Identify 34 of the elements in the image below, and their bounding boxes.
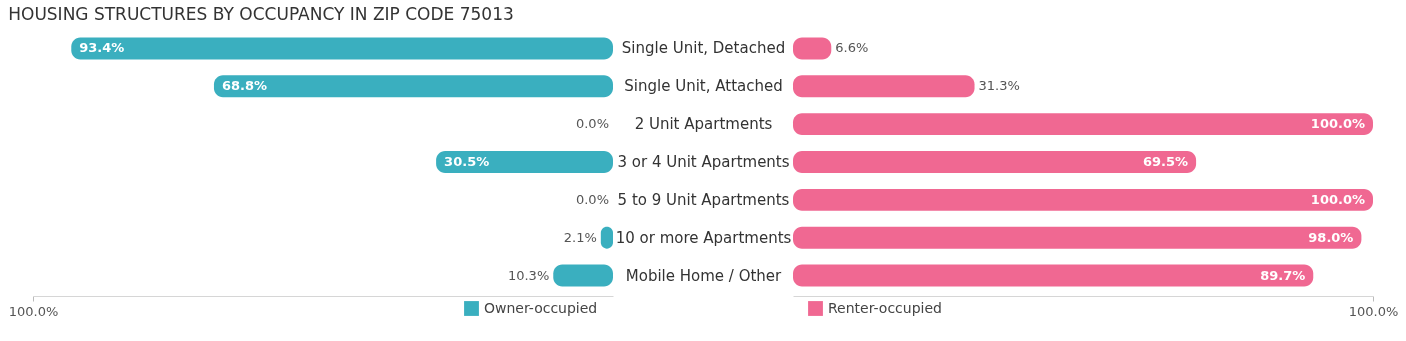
y-tick-label: Mobile Home / Other — [625, 266, 783, 285]
y-tick-label: Single Unit, Attached — [624, 77, 783, 96]
data-label: 100.0% — [1310, 191, 1365, 207]
y-tick-label: 2 Unit Apartments — [634, 115, 773, 134]
bar — [793, 75, 975, 98]
data-label: 10.3% — [507, 267, 550, 283]
bar — [793, 226, 1362, 249]
chart-title: HOUSING STRUCTURES BY OCCUPANCY IN ZIP CODE 75013 — [8, 4, 514, 24]
data-label: 0.0% — [575, 116, 609, 132]
data-label: 100.0% — [1310, 116, 1365, 132]
bar — [793, 151, 1197, 173]
data-label: 93.4% — [79, 40, 125, 56]
data-label: 89.7% — [1260, 267, 1306, 283]
bar — [793, 264, 1314, 287]
legend-label: Renter-occupied — [828, 299, 942, 316]
y-tick-label: 5 to 9 Unit Apartments — [617, 190, 790, 209]
bar — [793, 188, 1373, 211]
y-tick-label: 3 or 4 Unit Apartments — [617, 153, 790, 171]
data-label: 31.3% — [978, 78, 1020, 94]
data-label: 69.5% — [1142, 154, 1189, 169]
bar — [553, 264, 613, 287]
data-label: 6.6% — [835, 40, 869, 56]
y-tick-label: Single Unit, Detached — [621, 39, 786, 58]
data-label: 30.5% — [444, 154, 490, 169]
data-label: 98.0% — [1308, 229, 1354, 245]
data-label: 0.0% — [575, 191, 609, 207]
bar — [213, 75, 613, 98]
data-label: 2.1% — [563, 229, 597, 245]
legend-label: Owner-occupied — [484, 299, 598, 316]
bar — [793, 113, 1373, 136]
bar — [71, 37, 613, 60]
data-label: 68.8% — [221, 78, 268, 94]
y-tick-label: 10 or more Apartments — [615, 228, 792, 247]
bar — [436, 151, 613, 173]
